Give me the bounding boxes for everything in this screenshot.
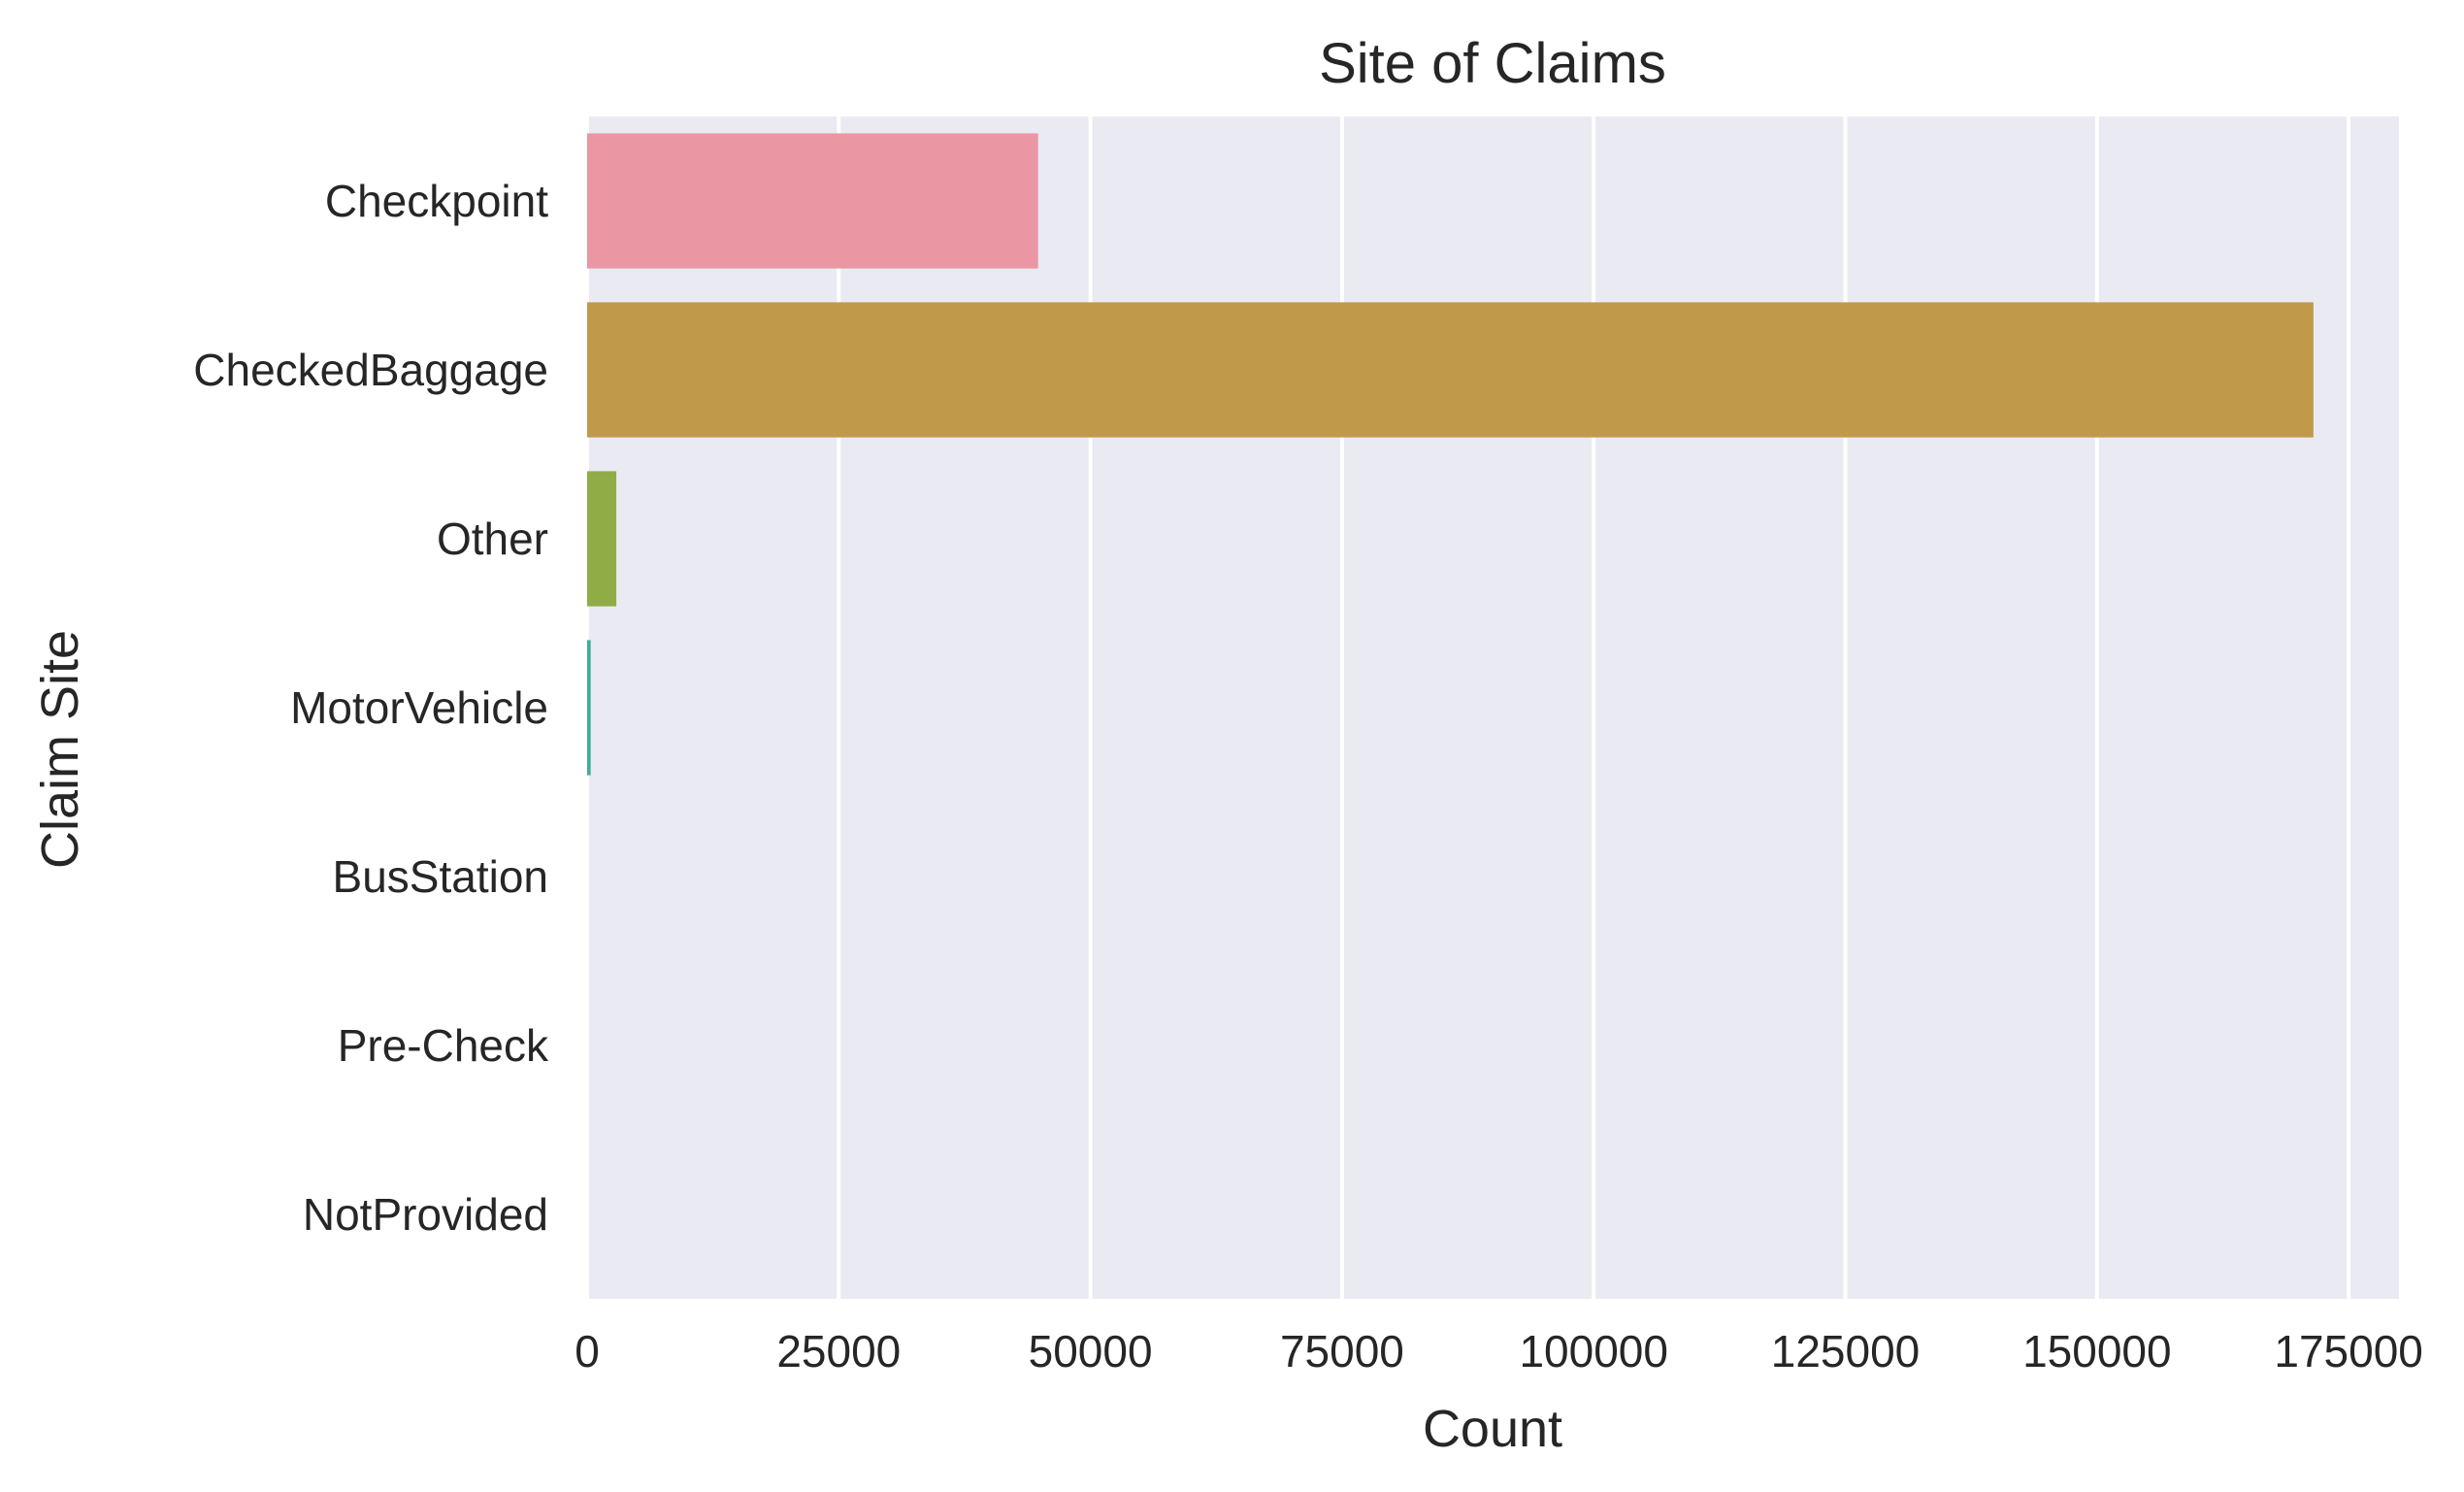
bar-checkedbaggage — [587, 302, 2314, 438]
x-tick-label: 150000 — [2022, 1326, 2172, 1376]
x-tick-label: 75000 — [1280, 1326, 1404, 1376]
y-tick-label: Other — [437, 514, 548, 564]
bars — [587, 133, 2314, 776]
y-tick-label: CheckedBaggage — [193, 345, 548, 395]
plot-background — [587, 116, 2399, 1299]
x-tick-label: 125000 — [1771, 1326, 1921, 1376]
y-tick-label: MotorVehicle — [290, 682, 548, 733]
x-tick-label: 25000 — [776, 1326, 901, 1376]
x-tick-label: 0 — [575, 1326, 600, 1376]
x-tick-label: 175000 — [2274, 1326, 2423, 1376]
y-tick-labels: Checkpoint CheckedBaggage Other MotorVehicl… — [193, 176, 549, 1240]
chart-title: Site of Claims — [1319, 32, 1666, 95]
bar-checkpoint — [587, 133, 1038, 269]
x-tick-label: 100000 — [1519, 1326, 1668, 1376]
y-tick-label: BusStation — [333, 851, 548, 902]
bar-other — [587, 471, 617, 607]
bar-motorvehicle — [587, 640, 591, 776]
x-axis-title: Count — [1423, 1400, 1562, 1458]
x-tick-labels: 0 25000 50000 75000 100000 125000 150000 175000 — [575, 1326, 2423, 1376]
y-axis-title: Claim Site — [31, 630, 89, 869]
y-tick-label: NotProvided — [303, 1189, 548, 1240]
x-tick-label: 50000 — [1029, 1326, 1153, 1376]
y-tick-label: Checkpoint — [325, 176, 548, 226]
y-tick-label: Pre-Check — [338, 1020, 549, 1071]
